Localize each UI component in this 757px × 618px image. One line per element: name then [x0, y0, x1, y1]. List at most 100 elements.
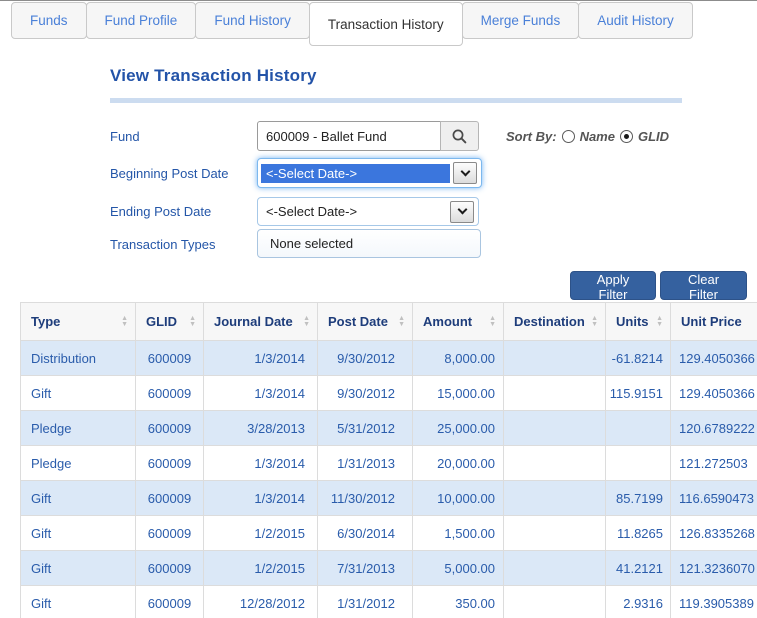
cell-amount: 15,000.00 — [412, 375, 504, 411]
search-icon — [452, 129, 467, 143]
tab-merge-funds[interactable]: Merge Funds — [461, 2, 580, 39]
cell-units: 41.2121 — [605, 550, 671, 586]
cell-unit-price: 121.272503 — [670, 445, 757, 481]
column-header-journal-date[interactable]: Journal Date ▲ ▼ — [203, 302, 318, 341]
transaction-types-value: None selected — [270, 236, 354, 251]
table-body: Distribution 600009 1/3/2014 9/30/2012 8,000… — [20, 340, 757, 618]
cell-units: 11.8265 — [605, 515, 671, 551]
column-label: GLID — [146, 314, 178, 329]
fund-search-button[interactable] — [440, 121, 479, 151]
beginning-post-date-value: <-Select Date-> — [261, 163, 450, 183]
table-row[interactable]: Distribution 600009 1/3/2014 9/30/2012 8,000… — [20, 340, 757, 376]
column-header-units[interactable]: Units ▲ ▼ — [605, 302, 671, 341]
cell-journal-date: 1/2/2015 — [203, 515, 318, 551]
chevron-down-icon — [453, 162, 477, 184]
fund-input-group — [257, 121, 479, 151]
tab-bar: Funds Fund Profile Fund History Transaction… — [0, 2, 757, 46]
column-header-post-date[interactable]: Post Date ▲ ▼ — [317, 302, 413, 341]
title-divider — [110, 98, 682, 103]
cell-destination — [503, 445, 606, 481]
ending-post-date-select[interactable]: <-Select Date-> — [257, 197, 479, 226]
table-row[interactable]: Pledge 600009 1/3/2014 1/31/2013 20,000.00 12… — [20, 445, 757, 481]
cell-glid: 600009 — [135, 375, 204, 411]
cell-glid: 600009 — [135, 515, 204, 551]
tab-transaction-history[interactable]: Transaction History — [308, 2, 463, 46]
apply-filter-button[interactable]: Apply Filter — [570, 271, 656, 302]
cell-destination — [503, 515, 606, 551]
cell-units — [605, 445, 671, 481]
cell-amount: 20,000.00 — [412, 445, 504, 481]
ending-post-date-value: <-Select Date-> — [266, 204, 358, 219]
cell-destination — [503, 480, 606, 516]
cell-destination — [503, 375, 606, 411]
cell-post-date: 6/30/2014 — [317, 515, 413, 551]
sort-by-group: Sort By: Name GLID — [506, 129, 669, 144]
column-header-type[interactable]: Type ▲ ▼ — [20, 302, 136, 341]
sort-arrows-icon[interactable]: ▲ ▼ — [591, 314, 598, 328]
cell-glid: 600009 — [135, 340, 204, 376]
cell-unit-price: 119.3905389 — [670, 585, 757, 618]
clear-filter-button[interactable]: Clear Filter — [660, 271, 747, 302]
beginning-post-date-select[interactable]: <-Select Date-> — [257, 158, 482, 188]
tab-audit-history[interactable]: Audit History — [578, 2, 693, 39]
table-row[interactable]: Gift 600009 1/3/2014 11/30/2012 10,000.00 85.… — [20, 480, 757, 516]
cell-units: 2.9316 — [605, 585, 671, 618]
transaction-types-dropdown[interactable]: None selected — [257, 229, 481, 258]
column-header-unit-price[interactable]: Unit Price▲▼ — [670, 302, 757, 341]
cell-amount: 8,000.00 — [412, 340, 504, 376]
table-row[interactable]: Gift 600009 12/28/2012 1/31/2012 350.00 2.931… — [20, 585, 757, 618]
sort-by-name-option-label[interactable]: Name — [579, 129, 615, 144]
ending-post-date-label: Ending Post Date — [110, 204, 212, 219]
transaction-table: Type ▲ ▼ GLID ▲ ▼ Journal Date ▲ ▼ Post Date ▲ ▼ Amo… — [20, 302, 757, 618]
column-header-glid[interactable]: GLID ▲ ▼ — [135, 302, 204, 341]
cell-glid: 600009 — [135, 585, 204, 618]
sort-arrows-icon[interactable]: ▲ ▼ — [398, 314, 405, 328]
sort-by-name-radio[interactable] — [561, 130, 575, 143]
cell-destination — [503, 410, 606, 446]
column-label: Type — [31, 314, 61, 329]
sort-by-glid-radio[interactable] — [619, 130, 633, 143]
table-header-row: Type ▲ ▼ GLID ▲ ▼ Journal Date ▲ ▼ Post Date ▲ ▼ Amo… — [20, 302, 757, 341]
beginning-post-date-label: Beginning Post Date — [110, 166, 229, 181]
tab-fund-history[interactable]: Fund History — [195, 2, 310, 39]
table-row[interactable]: Gift 600009 1/2/2015 7/31/2013 5,000.00 41.21… — [20, 550, 757, 586]
sort-arrows-icon[interactable]: ▲ ▼ — [189, 314, 196, 328]
sort-arrows-icon[interactable]: ▲ ▼ — [121, 314, 128, 328]
cell-post-date: 9/30/2012 — [317, 375, 413, 411]
page-title: View Transaction History — [110, 66, 317, 85]
sort-arrows-icon[interactable]: ▲ ▼ — [303, 314, 310, 328]
cell-type: Gift — [20, 550, 136, 586]
sort-by-glid-option-label[interactable]: GLID — [637, 129, 670, 144]
tab-funds[interactable]: Funds — [11, 2, 87, 39]
cell-amount: 1,500.00 — [412, 515, 504, 551]
cell-journal-date: 1/3/2014 — [203, 480, 318, 516]
column-label: Journal Date — [214, 314, 293, 329]
window-top-border — [0, 0, 757, 2]
sort-arrows-icon[interactable]: ▲ ▼ — [489, 314, 496, 328]
cell-type: Gift — [20, 515, 136, 551]
table-row[interactable]: Pledge 600009 3/28/2013 5/31/2012 25,000.00 1… — [20, 410, 757, 446]
cell-unit-price: 129.4050366 — [670, 340, 757, 376]
cell-journal-date: 1/2/2015 — [203, 550, 318, 586]
sort-by-label: Sort By: — [506, 129, 557, 144]
column-header-amount[interactable]: Amount ▲ ▼ — [412, 302, 504, 341]
sort-arrows-icon[interactable]: ▲ ▼ — [656, 314, 663, 328]
fund-input[interactable] — [257, 121, 441, 151]
cell-type: Gift — [20, 585, 136, 618]
cell-units: 85.7199 — [605, 480, 671, 516]
table-row[interactable]: Gift 600009 1/3/2014 9/30/2012 15,000.00 115.… — [20, 375, 757, 411]
cell-amount: 350.00 — [412, 585, 504, 618]
cell-units: 115.9151 — [605, 375, 671, 411]
cell-journal-date: 1/3/2014 — [203, 445, 318, 481]
cell-type: Distribution — [20, 340, 136, 376]
cell-journal-date: 12/28/2012 — [203, 585, 318, 618]
table-row[interactable]: Gift 600009 1/2/2015 6/30/2014 1,500.00 11.82… — [20, 515, 757, 551]
column-header-destination[interactable]: Destination ▲ ▼ — [503, 302, 606, 341]
cell-type: Pledge — [20, 445, 136, 481]
chevron-down-icon — [450, 200, 474, 223]
transaction-types-label: Transaction Types — [110, 237, 216, 252]
tab-fund-profile[interactable]: Fund Profile — [85, 2, 197, 39]
column-label: Post Date — [328, 314, 388, 329]
cell-unit-price: 126.8335268 — [670, 515, 757, 551]
transaction-history-panel: View Transaction History Fund Sort By: N… — [0, 46, 757, 618]
